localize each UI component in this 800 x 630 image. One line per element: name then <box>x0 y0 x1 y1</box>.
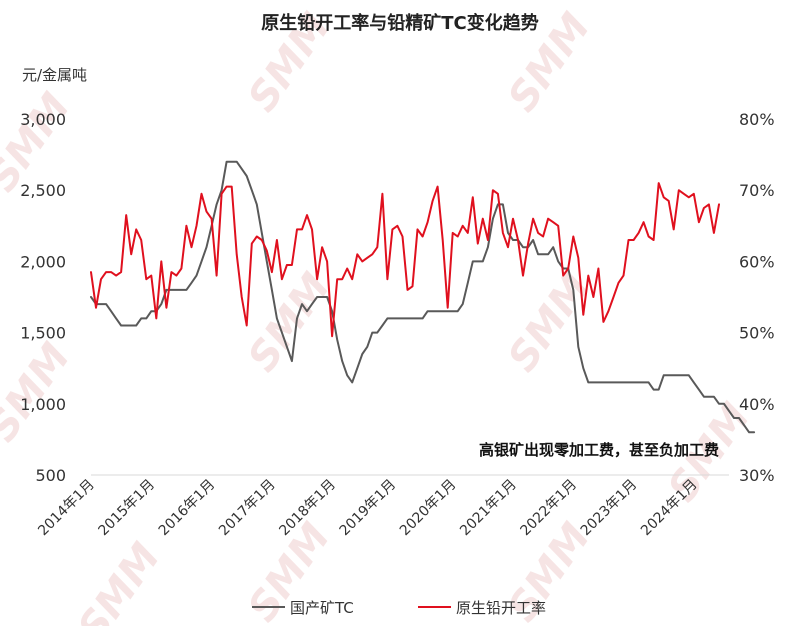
chart-annotation: 高银矿出现零加工费，甚至负加工费 <box>479 441 719 459</box>
y-right-tick-label: 70% <box>739 181 775 200</box>
x-tick-label: 2019年1月 <box>337 477 400 540</box>
y-axis-left-ticks: 500 1,000 1,500 2,000 2,500 3,000 <box>20 110 66 485</box>
x-tick-label: 2023年1月 <box>578 477 641 540</box>
chart-title: 原生铅开工率与铅精矿TC变化趋势 <box>261 12 539 34</box>
y-right-tick-label: 40% <box>739 395 775 414</box>
y-left-tick-label: 2,500 <box>20 181 66 200</box>
y-left-tick-label: 500 <box>35 466 66 485</box>
y-right-tick-label: 80% <box>739 110 775 129</box>
legend-label: 原生铅开工率 <box>456 599 546 617</box>
watermark-logo: SMM <box>69 535 169 626</box>
y-axis-right-ticks: 30% 40% 50% 60% 70% 80% <box>739 110 775 485</box>
legend-label: 国产矿TC <box>290 599 354 617</box>
y-right-tick-label: 30% <box>739 466 775 485</box>
x-tick-label: 2016年1月 <box>156 477 219 540</box>
y-left-tick-label: 2,000 <box>20 252 66 271</box>
y-left-tick-label: 3,000 <box>20 110 66 129</box>
legend: 国产矿TC 原生铅开工率 <box>252 599 546 617</box>
series-line-primary-lead-rate <box>90 182 720 338</box>
x-tick-label: 2017年1月 <box>216 477 279 540</box>
y-axis-left-label: 元/金属吨 <box>22 66 87 84</box>
y-right-tick-label: 50% <box>739 324 775 343</box>
x-tick-label: 2020年1月 <box>397 477 460 540</box>
series-line-domestic-tc <box>90 160 756 434</box>
x-tick-label: 2015年1月 <box>95 477 158 540</box>
x-axis-ticks: 2014年1月2015年1月2016年1月2017年1月2018年1月2019年… <box>35 477 700 540</box>
x-tick-label: 2014年1月 <box>35 477 98 540</box>
y-right-tick-label: 60% <box>739 252 775 271</box>
x-tick-label: 2021年1月 <box>457 477 520 540</box>
watermark-logo: SMM <box>0 335 79 450</box>
series-layer <box>90 160 756 434</box>
y-left-tick-label: 1,000 <box>20 395 66 414</box>
watermark-logo: SMM <box>239 265 339 380</box>
watermark-logo: SMM <box>499 265 599 380</box>
y-left-tick-label: 1,500 <box>20 324 66 343</box>
